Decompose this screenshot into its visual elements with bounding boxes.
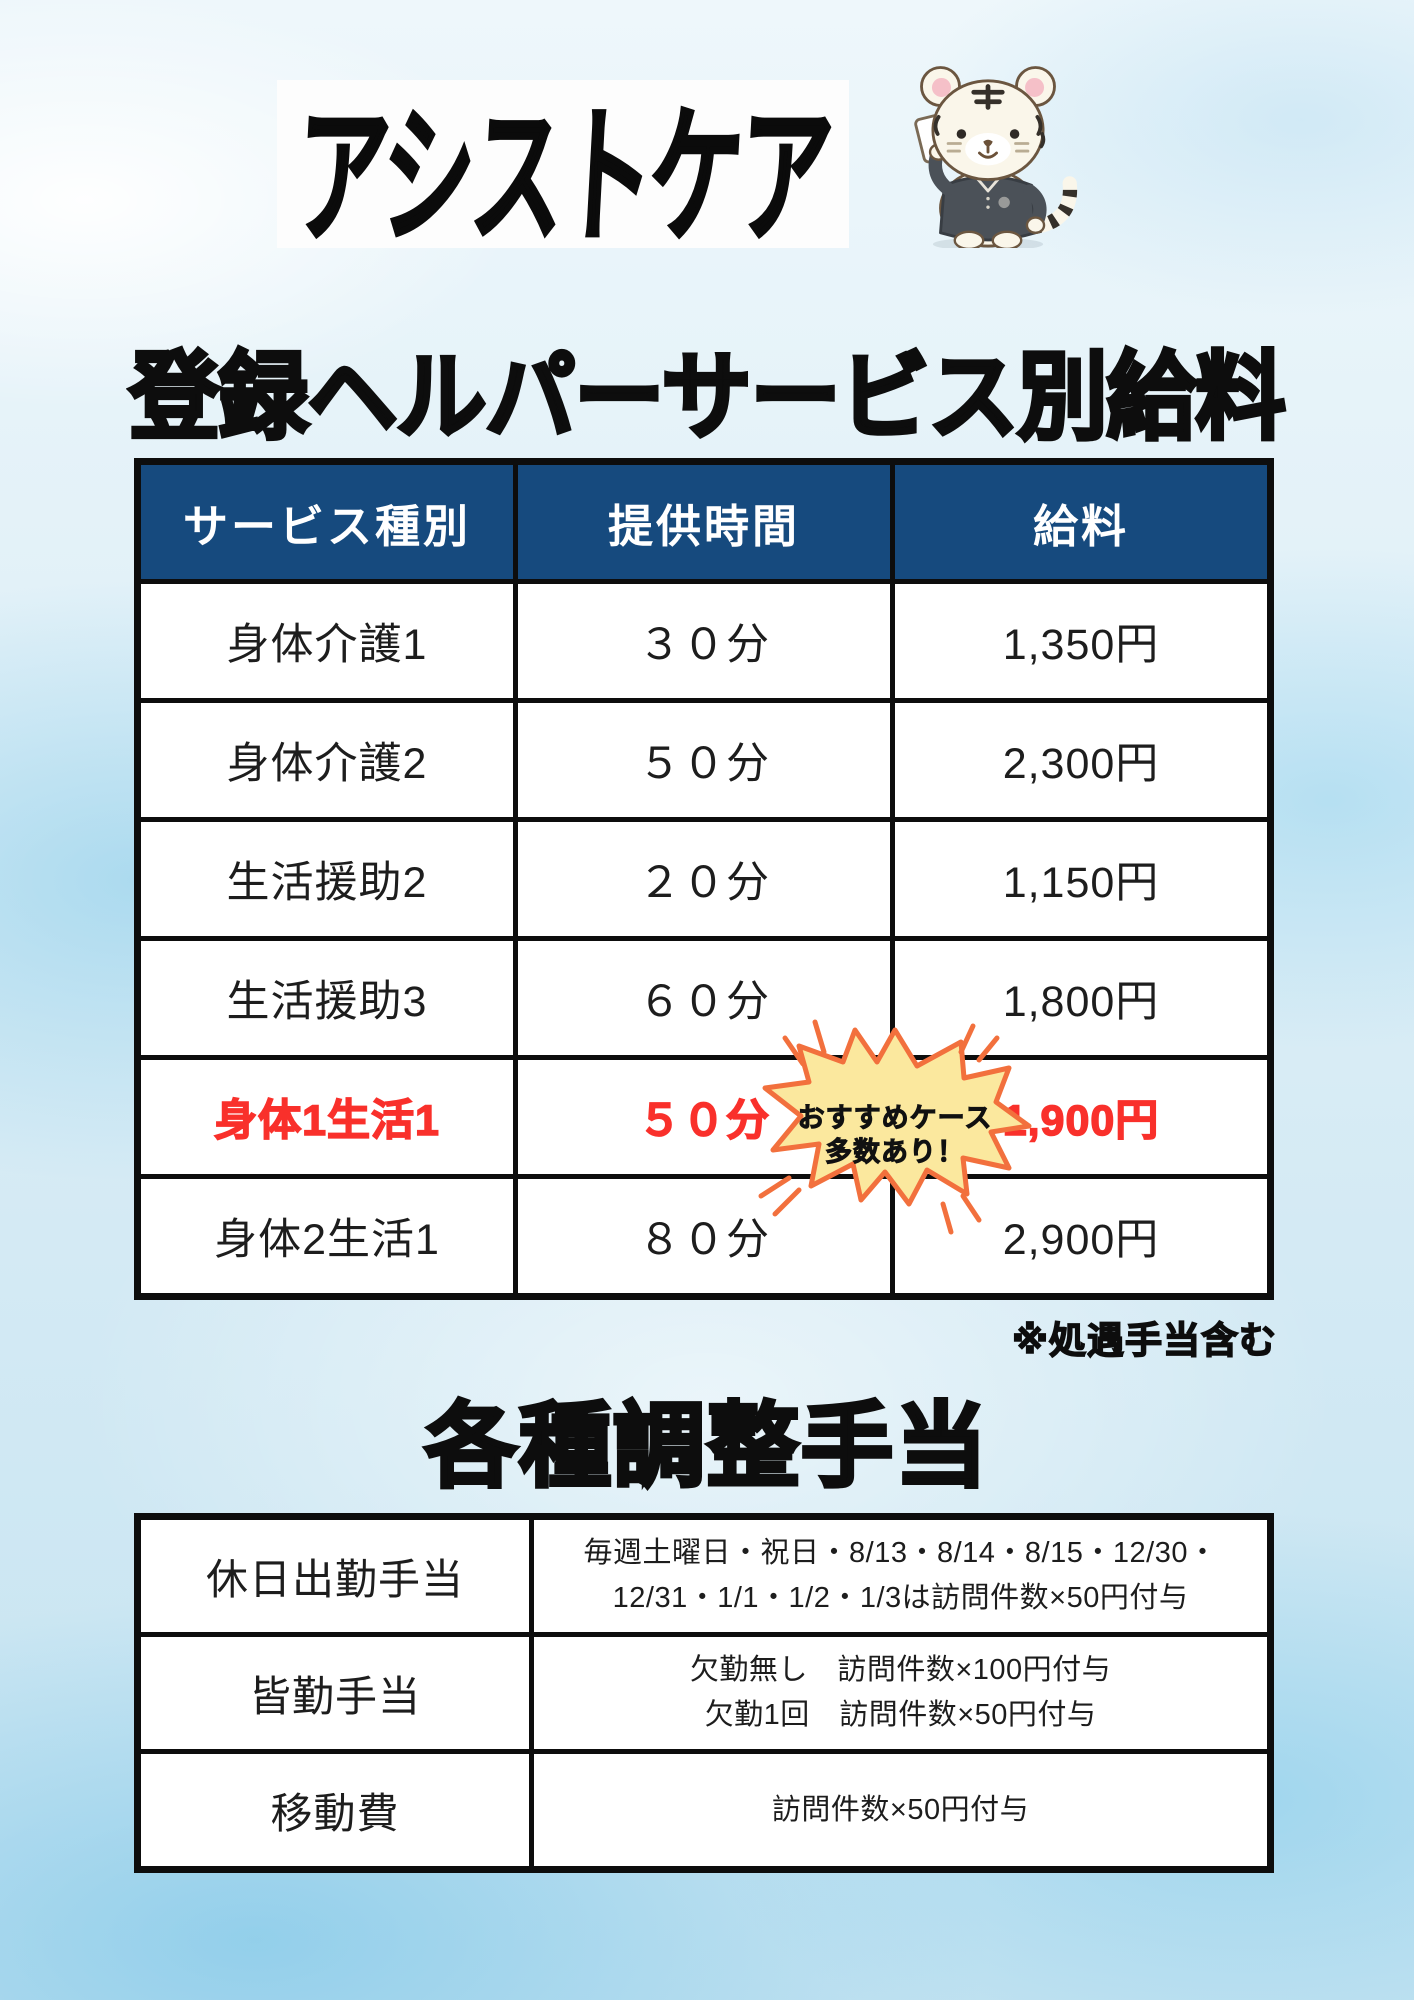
page-title: 登録ヘルパーサービス別給料 (127, 343, 1287, 453)
service-cell-highlighted: 身体1生活1 (141, 1060, 513, 1174)
badge-text-line1: おすすめケース (797, 1103, 993, 1134)
allowance-desc: 毎週土曜日・祝日・8/13・8/14・8/15・12/30・ 12/31・1/1… (534, 1520, 1267, 1632)
service-cell: 身体2生活1 (141, 1179, 513, 1293)
pay-cell: 2,300円 (895, 703, 1267, 817)
column-header-time: 提供時間 (518, 465, 890, 579)
logo-box: アシストケア (277, 80, 849, 262)
starburst-icon (758, 1019, 1032, 1235)
time-cell: ８０分 (518, 1179, 890, 1293)
allowance-label: 移動費 (141, 1754, 529, 1866)
service-cell: 身体介護2 (141, 703, 513, 817)
logo-text: アシストケア (291, 91, 834, 261)
badge-text-line2: 多数あり！ (825, 1137, 965, 1168)
allowance-desc: 訪問件数×50円付与 (534, 1754, 1267, 1866)
section-title-adjust-allowance: 各種調整手当 (423, 1394, 989, 1500)
tiger-mascot-illustration (914, 66, 1078, 248)
time-cell: ５０分 (518, 703, 890, 817)
service-cell: 生活援助3 (141, 941, 513, 1055)
allowance-desc: 欠勤無し 訪問件数×100円付与 欠勤1回 訪問件数×50円付与 (534, 1637, 1267, 1749)
time-cell: ２０分 (518, 822, 890, 936)
allowance-label: 皆勤手当 (141, 1637, 529, 1749)
allowance-table: 休日出勤手当 毎週土曜日・祝日・8/13・8/14・8/15・12/30・ 12… (134, 1513, 1274, 1873)
column-header-service: サービス種別 (141, 465, 513, 579)
recommended-burst-badge: おすすめケース 多数あり！ (745, 1018, 1045, 1238)
service-cell: 生活援助2 (141, 822, 513, 936)
time-cell: ３０分 (518, 584, 890, 698)
allowance-label: 休日出勤手当 (141, 1520, 529, 1632)
pay-cell: 1,150円 (895, 822, 1267, 936)
pay-cell: 2,900円 (895, 1179, 1267, 1293)
allowance-included-note: ※処遇手当含む (1011, 1319, 1277, 1362)
column-header-pay: 給料 (895, 465, 1267, 579)
pay-cell: 1,800円 (895, 941, 1267, 1055)
service-cell: 身体介護1 (141, 584, 513, 698)
salary-table: サービス種別 提供時間 給料 身体介護1 ３０分 1,350円 身体介護2 ５０… (134, 458, 1274, 1300)
time-cell: ６０分 (518, 941, 890, 1055)
pay-cell: 1,350円 (895, 584, 1267, 698)
